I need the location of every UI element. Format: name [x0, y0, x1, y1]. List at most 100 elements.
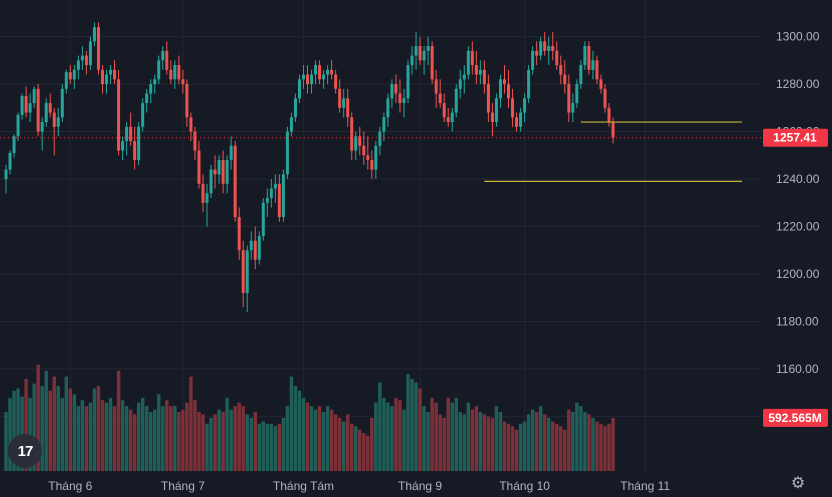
volume-bar [277, 423, 282, 471]
volume-bar [140, 397, 145, 471]
price-tick-label: 1240.00 [776, 172, 820, 186]
volume-bar [378, 382, 382, 471]
candle [113, 60, 117, 85]
candle-body [253, 240, 257, 260]
volume-bar [559, 426, 563, 471]
candle [575, 79, 579, 108]
candle-body [32, 88, 36, 104]
candle-body [378, 131, 382, 146]
volume-bar [92, 388, 97, 471]
volume-bar [249, 417, 253, 471]
volume-bar [450, 402, 454, 471]
candle-body [322, 74, 326, 80]
tradingview-logo-icon[interactable]: 17 [8, 434, 42, 468]
candle [446, 107, 450, 127]
candle [80, 46, 84, 70]
candle [354, 131, 358, 161]
candle [342, 88, 346, 118]
candle [551, 31, 555, 61]
volume-bar [329, 409, 334, 471]
time-axis[interactable]: Tháng 6 Tháng 7 Tháng Tám Tháng 9 Tháng 10 Th… [48, 479, 670, 493]
candle [474, 50, 478, 85]
candle-body [330, 69, 334, 75]
candle-body [507, 84, 511, 99]
volume-bar [136, 402, 141, 471]
horizontal-lines[interactable] [484, 121, 742, 183]
candle-body [446, 117, 450, 123]
candle-body [310, 74, 314, 85]
candle [197, 141, 201, 189]
candle-body [314, 65, 318, 75]
candle [221, 150, 225, 194]
candle [334, 69, 338, 94]
candle [559, 55, 563, 85]
volume-bar [370, 417, 374, 471]
price-tick-label: 1300.00 [776, 30, 820, 44]
candle-body [293, 98, 297, 118]
volume-bar [213, 414, 217, 471]
candle-body [225, 160, 229, 184]
candle [587, 41, 591, 75]
candle-body [354, 136, 358, 151]
volume-bar [257, 423, 261, 471]
volume-bar [567, 409, 571, 471]
candle [370, 150, 374, 180]
candle-body [318, 65, 322, 80]
volume-bar [583, 412, 587, 471]
volume-bar [177, 412, 181, 471]
candle [462, 65, 466, 94]
candle [426, 36, 430, 66]
volume-bar [337, 417, 342, 471]
candle-body [161, 50, 165, 61]
candle-body [442, 103, 446, 118]
candle-body [201, 183, 205, 203]
candle-body [96, 27, 100, 70]
candle [44, 98, 48, 127]
candle [346, 88, 350, 127]
volume-bar [261, 421, 265, 471]
candle [394, 74, 398, 104]
candle-body [217, 160, 221, 175]
candle [285, 126, 289, 180]
candle [314, 60, 318, 85]
volume-bar [40, 386, 44, 471]
current-price-value: 1257.41 [773, 131, 817, 145]
candle [390, 79, 394, 108]
candle-body [394, 84, 398, 94]
candle-body [587, 46, 591, 70]
candle-body [169, 69, 173, 80]
candle-body [599, 79, 603, 89]
candle [153, 74, 157, 94]
candle [478, 60, 482, 85]
volume-bar [265, 423, 270, 471]
candle-body [571, 103, 575, 113]
candle [36, 84, 40, 137]
candle-body [326, 69, 330, 75]
candle-body [173, 65, 177, 80]
price-tick-label: 1200.00 [776, 267, 820, 281]
time-tick-label: Tháng 7 [161, 479, 205, 493]
candle [20, 93, 24, 120]
volume-bar [237, 402, 241, 471]
candle [177, 55, 181, 85]
gear-icon[interactable]: ⚙ [790, 475, 806, 492]
volume-bar [555, 423, 559, 471]
candle [181, 69, 185, 94]
candle [16, 112, 20, 142]
candle [253, 226, 257, 270]
candle [555, 41, 559, 70]
volume-bar [506, 423, 511, 471]
candle-body [237, 217, 241, 251]
candle-body [603, 88, 607, 108]
volume-value: 592.565M [768, 411, 821, 425]
candle [137, 122, 141, 165]
candle [571, 93, 575, 123]
candle-body [454, 88, 458, 113]
candle-body [559, 65, 563, 75]
candle-body [153, 79, 157, 85]
volume-bar [253, 412, 257, 471]
candle-body [52, 112, 56, 127]
candle [450, 107, 454, 132]
candle-body [374, 145, 378, 170]
